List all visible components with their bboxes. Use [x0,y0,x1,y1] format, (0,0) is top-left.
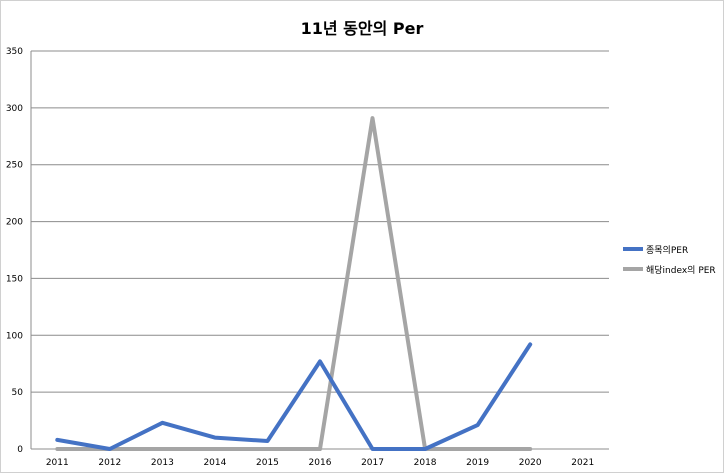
legend-item-0: 종목의PER [623,239,721,259]
legend-label-0: 종목의PER [646,245,689,256]
data-point-0-6 [372,448,374,450]
x-tick-label-5: 2016 [309,458,332,468]
data-point-0-5 [319,360,321,362]
legend-swatch-1 [623,267,643,271]
data-point-0-8 [477,424,479,426]
data-point-1-9 [529,448,531,450]
data-point-1-4 [266,448,268,450]
data-point-0-4 [266,440,268,442]
data-point-1-3 [214,448,216,450]
legend-label-1: 해당index의 PER [646,265,716,276]
legend-swatch-0 [623,247,643,251]
x-tick-label-0: 2011 [46,458,69,468]
data-point-0-7 [424,448,426,450]
series-line-0 [55,342,533,451]
x-tick-label-9: 2020 [519,458,542,468]
series-points-0 [56,343,531,450]
legend: 종목의PER 해당index의 PER [623,239,721,279]
y-tick-label-6: 300 [6,104,23,114]
x-tick-labels: 2011 2012 2013 2014 2015 2016 2017 2018 2019 2020… [46,458,594,468]
y-tick-label-5: 250 [6,161,23,171]
data-point-1-0 [56,448,58,450]
x-tick-label-7: 2018 [414,458,437,468]
gridlines [31,50,609,393]
y-tick-label-4: 200 [6,218,23,228]
axes [30,51,609,450]
data-point-0-2 [161,422,163,424]
series-lines [55,116,533,451]
x-tick-label-8: 2019 [466,458,489,468]
legend-item-1: 해당index의 PER [623,259,721,279]
y-tick-label-2: 100 [6,331,23,341]
x-tick-label-3: 2014 [203,458,226,468]
data-point-0-9 [529,343,531,345]
y-tick-label-1: 50 [12,388,24,398]
x-tick-label-1: 2012 [98,458,121,468]
data-point-0-0 [56,439,58,441]
chart-title: 11년 동안의 Per [300,19,424,38]
x-tick-label-4: 2015 [256,458,279,468]
data-point-0-3 [214,437,216,439]
data-point-1-8 [477,448,479,450]
x-tick-label-2: 2013 [151,458,174,468]
data-point-1-5 [319,448,321,450]
data-point-1-6 [372,117,374,119]
data-point-0-1 [109,448,111,450]
y-tick-label-3: 150 [6,274,23,284]
x-tick-label-10: 2021 [571,458,594,468]
series-line-1 [55,116,533,451]
y-tick-label-0: 0 [17,445,23,455]
data-point-1-2 [161,448,163,450]
x-tick-label-6: 2017 [361,458,384,468]
y-tick-labels: 0 50 100 150 200 250 300 350 [6,47,23,455]
y-tick-label-7: 350 [6,47,23,57]
